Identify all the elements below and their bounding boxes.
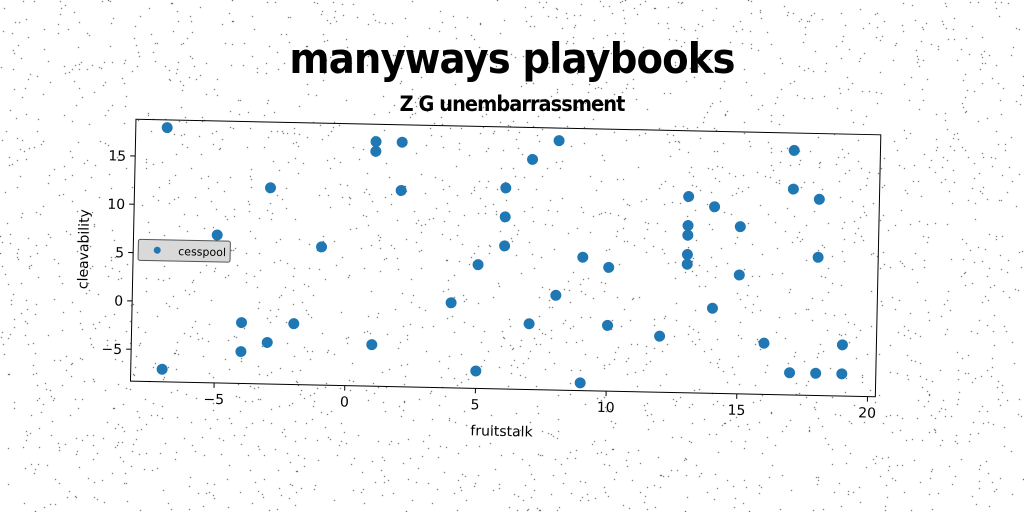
- x-tick-label: 0: [340, 395, 349, 411]
- y-axis-label: cleavability: [75, 209, 93, 289]
- y-tick-label: 10: [107, 197, 125, 213]
- data-point: [813, 193, 825, 205]
- data-point: [370, 145, 382, 157]
- data-point: [523, 318, 535, 330]
- data-point: [550, 289, 562, 301]
- data-point: [261, 336, 273, 348]
- data-point: [734, 221, 746, 233]
- data-point: [787, 183, 799, 195]
- data-point: [784, 367, 796, 379]
- data-point: [470, 365, 482, 377]
- data-point: [577, 251, 589, 263]
- data-point: [264, 182, 276, 194]
- data-point: [472, 259, 484, 271]
- y-axis-ticks: −5 0 5 10 15: [101, 148, 136, 358]
- data-point: [553, 135, 565, 147]
- data-point: [236, 317, 248, 329]
- legend-box: [137, 238, 231, 263]
- data-point: [812, 251, 824, 263]
- data-point: [810, 367, 822, 379]
- data-point: [366, 339, 378, 351]
- data-point: [395, 185, 407, 197]
- data-point: [836, 339, 848, 351]
- data-point: [156, 363, 168, 375]
- plot-group: −5 0 5 10 15 20 −5 0 5 10 15 fruitstalk cleavabil…: [75, 118, 882, 441]
- data-point: [758, 337, 770, 349]
- data-point: [370, 136, 382, 148]
- data-point: [603, 261, 615, 273]
- main-title: manyways playbooks: [289, 34, 735, 83]
- data-point: [733, 269, 745, 281]
- chart-subtitle: Z G unembarrassment: [399, 92, 626, 116]
- y-tick-label: −5: [101, 342, 122, 358]
- data-point: [316, 241, 328, 253]
- legend: cesspool: [137, 238, 231, 263]
- x-tick-label: 15: [727, 403, 745, 419]
- y-tick-label: 5: [115, 245, 124, 261]
- data-point: [211, 229, 223, 241]
- data-point: [288, 318, 300, 330]
- x-tick-label: 10: [597, 400, 615, 416]
- data-point: [709, 201, 721, 213]
- data-point: [527, 153, 539, 165]
- data-point: [161, 122, 173, 134]
- x-tick-label: 20: [858, 405, 876, 421]
- data-point: [788, 144, 800, 156]
- data-point: [683, 191, 695, 203]
- data-points: [156, 122, 848, 389]
- x-axis-ticks: −5 0 5 10 15 20: [203, 382, 876, 422]
- legend-label: cesspool: [178, 245, 226, 259]
- x-tick-label: −5: [203, 392, 224, 408]
- data-point: [499, 240, 511, 252]
- data-point: [681, 249, 693, 261]
- data-point: [500, 182, 512, 194]
- plot-area-frame: [129, 118, 882, 398]
- data-point: [396, 136, 408, 148]
- data-point: [602, 319, 614, 331]
- data-point: [235, 346, 247, 358]
- y-tick-label: 15: [108, 148, 126, 164]
- data-point: [682, 229, 694, 241]
- x-axis-label: fruitstalk: [470, 423, 534, 440]
- data-point: [682, 220, 694, 232]
- legend-marker: [153, 246, 161, 254]
- data-point: [445, 297, 457, 309]
- y-tick-label: 0: [114, 294, 123, 310]
- data-point: [681, 258, 693, 270]
- data-point: [654, 330, 666, 342]
- data-point: [499, 211, 511, 223]
- data-point: [706, 302, 718, 314]
- x-tick-label: 5: [470, 397, 479, 413]
- data-point: [574, 377, 586, 389]
- data-point: [836, 368, 848, 380]
